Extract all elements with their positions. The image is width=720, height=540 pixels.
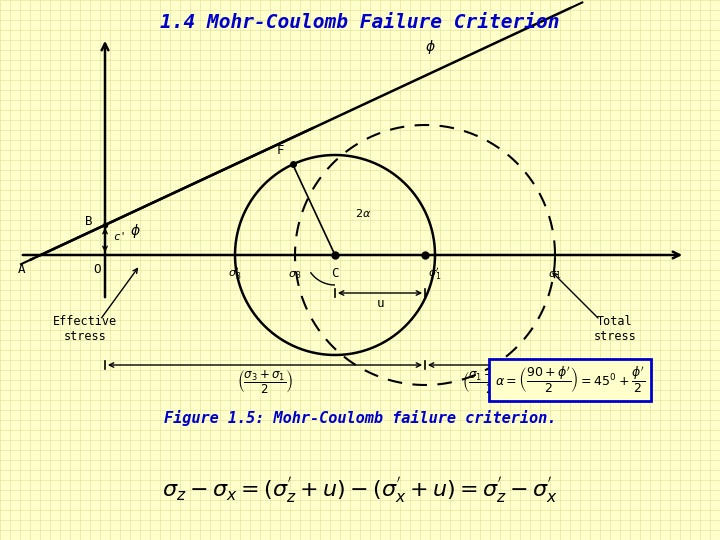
Text: C: C xyxy=(331,267,338,280)
Text: $\sigma_3'$: $\sigma_3'$ xyxy=(228,266,242,282)
Text: $\phi$: $\phi$ xyxy=(130,222,140,240)
Text: $\alpha=\left(\dfrac{90+\phi^{\prime}}{2}\right)=45^{0}+\dfrac{\phi^{\prime}}{2}: $\alpha=\left(\dfrac{90+\phi^{\prime}}{2… xyxy=(495,365,645,395)
Text: $\left(\dfrac{\sigma_1-\sigma_3}{2}\right)$: $\left(\dfrac{\sigma_1-\sigma_3}{2}\righ… xyxy=(462,370,518,396)
Text: $\sigma_1$: $\sigma_1$ xyxy=(549,269,562,281)
Text: $\left(\dfrac{\sigma_3+\sigma_1}{2}\right)$: $\left(\dfrac{\sigma_3+\sigma_1}{2}\righ… xyxy=(237,369,293,396)
Text: F: F xyxy=(277,144,284,157)
Text: c': c' xyxy=(113,232,127,242)
Text: Effective
stress: Effective stress xyxy=(53,315,117,343)
Text: B: B xyxy=(85,215,93,228)
Text: O: O xyxy=(94,263,101,276)
Text: u: u xyxy=(377,297,384,310)
Text: 1.4 Mohr-Coulomb Failure Criterion: 1.4 Mohr-Coulomb Failure Criterion xyxy=(161,12,559,31)
Text: $\sigma_z - \sigma_x = (\sigma_z^{'} + u) - (\sigma_x^{'} + u) = \sigma_z^{'} - : $\sigma_z - \sigma_x = (\sigma_z^{'} + u… xyxy=(162,475,558,505)
Text: Total
stress: Total stress xyxy=(593,315,636,343)
Text: $2\alpha$: $2\alpha$ xyxy=(355,207,372,219)
Text: A: A xyxy=(18,263,26,276)
Text: $\sigma_3$: $\sigma_3$ xyxy=(288,269,302,281)
Text: $\phi$: $\phi$ xyxy=(425,38,436,57)
Text: Figure 1.5: Mohr-Coulomb failure criterion.: Figure 1.5: Mohr-Coulomb failure criteri… xyxy=(164,410,556,426)
Text: $\sigma_1'$: $\sigma_1'$ xyxy=(428,266,441,282)
